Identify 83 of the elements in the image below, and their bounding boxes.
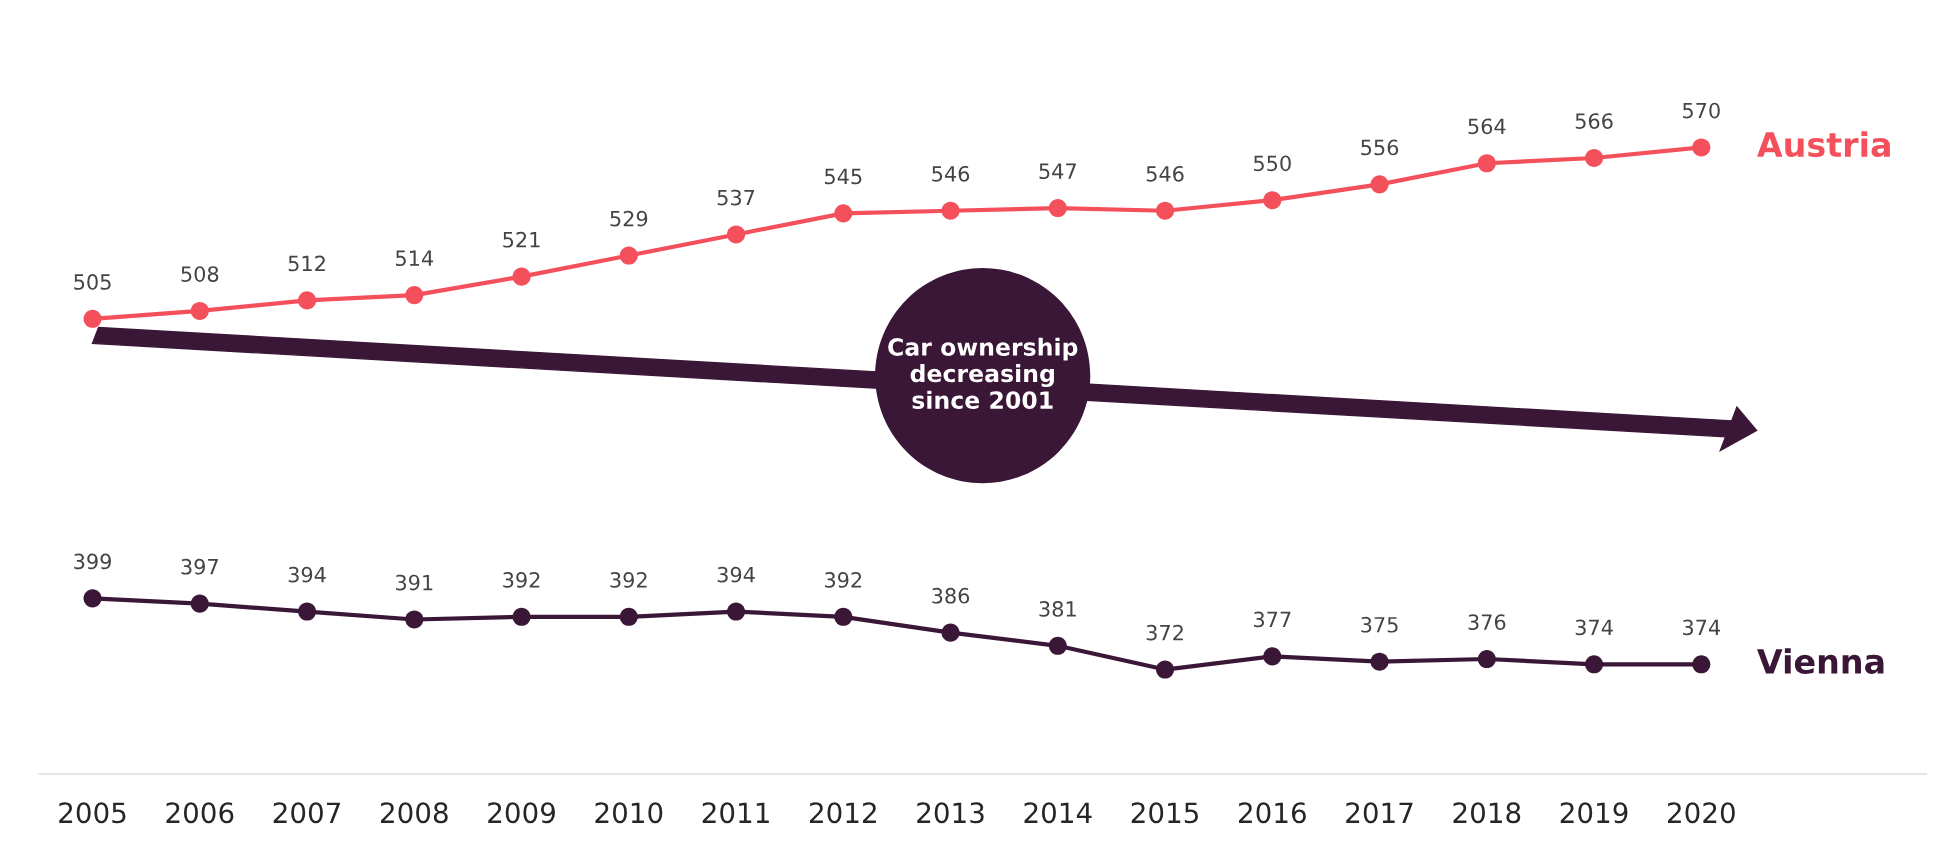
- point: [83, 309, 102, 328]
- point: [1156, 660, 1175, 679]
- data-label: 547: [1039, 163, 1076, 180]
- point: [1156, 201, 1175, 220]
- data-label: 521: [503, 231, 540, 248]
- data-label: 394: [717, 566, 755, 583]
- x-tick-label: 2006: [166, 802, 234, 824]
- point: [941, 201, 960, 220]
- point: [1370, 175, 1389, 194]
- x-tick-label: 2013: [917, 802, 984, 824]
- point: [298, 602, 317, 621]
- point: [727, 602, 746, 621]
- point: [1692, 138, 1711, 157]
- point: [83, 589, 102, 608]
- data-label: 556: [1361, 139, 1399, 156]
- data-label: 372: [1146, 624, 1183, 641]
- point: [1048, 199, 1067, 218]
- series-label: Austria: [1757, 131, 1890, 158]
- point: [619, 246, 638, 265]
- point: [619, 607, 638, 626]
- data-label: 529: [610, 210, 648, 227]
- point: [190, 594, 209, 613]
- point: [1477, 650, 1496, 669]
- data-label: 381: [1039, 601, 1076, 617]
- data-label: 505: [74, 274, 111, 290]
- point: [1477, 154, 1496, 173]
- data-label: 386: [932, 587, 970, 604]
- data-label: 546: [1146, 165, 1184, 182]
- x-tick-label: 2018: [1453, 802, 1521, 824]
- point: [512, 607, 531, 626]
- point: [1585, 148, 1604, 167]
- data-label: 566: [1575, 113, 1613, 129]
- x-tick-label: 2016: [1239, 802, 1306, 824]
- data-label: 377: [1254, 611, 1291, 628]
- point: [1263, 647, 1282, 666]
- data-label: 392: [503, 572, 540, 588]
- data-label: 564: [1468, 118, 1506, 135]
- point: [512, 267, 531, 286]
- data-label: 512: [288, 255, 325, 272]
- data-label: 374: [1683, 619, 1721, 636]
- point: [190, 301, 209, 320]
- data-label: 570: [1683, 102, 1720, 119]
- x-tick-label: 2007: [273, 802, 341, 824]
- point: [1370, 652, 1389, 671]
- point: [1048, 636, 1067, 655]
- data-label: 397: [181, 558, 218, 575]
- point: [1263, 191, 1282, 210]
- point: [1692, 655, 1711, 674]
- x-tick-label: 2010: [595, 802, 663, 824]
- point: [405, 610, 424, 629]
- data-label: 545: [825, 168, 862, 185]
- data-label: 546: [932, 165, 970, 182]
- data-label: 399: [74, 553, 111, 570]
- point: [298, 291, 317, 310]
- data-label: 376: [1468, 614, 1506, 630]
- point: [1585, 655, 1604, 674]
- point: [405, 286, 424, 305]
- data-label: 394: [288, 566, 326, 583]
- x-tick-label: 2008: [380, 802, 448, 824]
- data-label: 514: [396, 250, 434, 267]
- x-tick-label: 2009: [488, 802, 555, 824]
- series-label: Vienna: [1757, 648, 1884, 674]
- point: [941, 623, 960, 642]
- data-label: 508: [181, 266, 219, 282]
- data-label: 374: [1575, 619, 1613, 636]
- x-tick-label: 2005: [59, 802, 126, 824]
- x-tick-label: 2019: [1560, 802, 1628, 824]
- x-tick-label: 2011: [702, 802, 769, 824]
- annotation: Car ownership decreasing since 2001: [888, 337, 1078, 409]
- data-label: 537: [717, 189, 755, 206]
- x-tick-label: 2017: [1346, 802, 1413, 824]
- data-label: 550: [1254, 155, 1291, 172]
- point: [834, 607, 853, 626]
- x-tick-label: 2020: [1668, 802, 1735, 824]
- x-tick-label: 2015: [1131, 802, 1198, 824]
- data-label: 375: [1361, 616, 1398, 633]
- data-label: 391: [396, 574, 433, 591]
- data-label: 392: [610, 572, 647, 588]
- x-tick-label: 2012: [809, 802, 876, 824]
- data-label: 392: [825, 572, 862, 588]
- point: [834, 204, 853, 223]
- x-tick-label: 2014: [1024, 802, 1092, 824]
- point: [727, 225, 746, 244]
